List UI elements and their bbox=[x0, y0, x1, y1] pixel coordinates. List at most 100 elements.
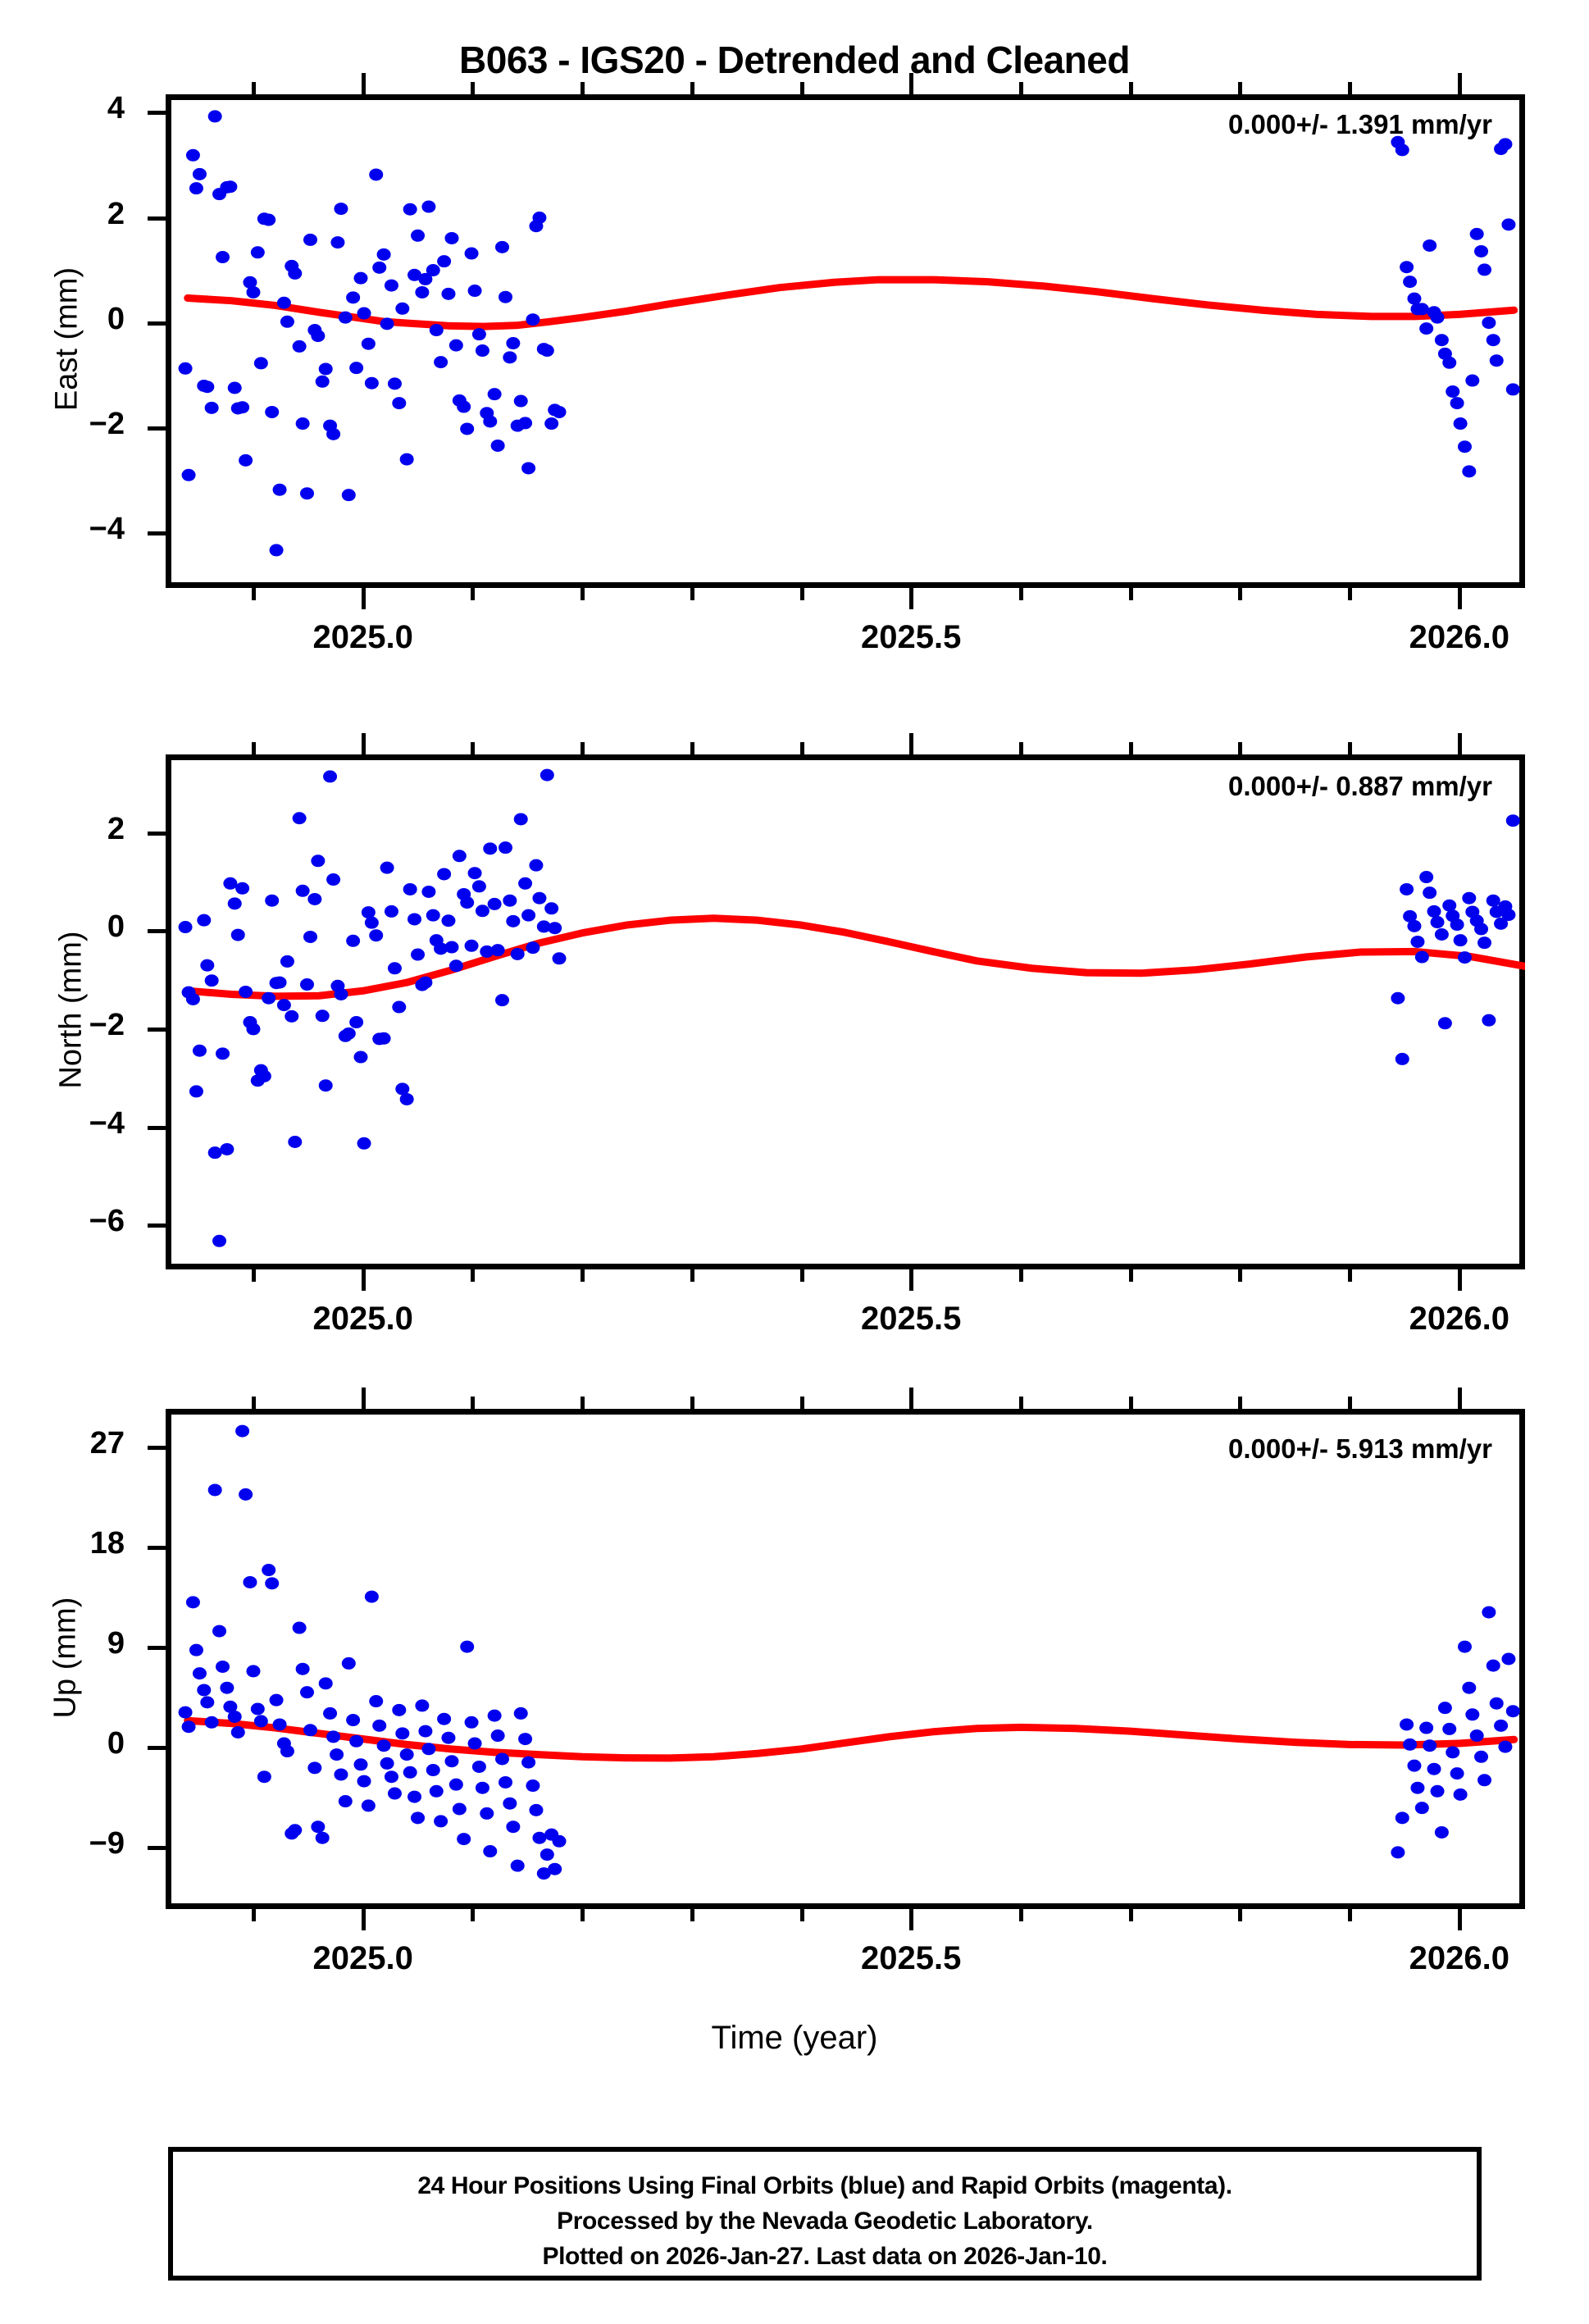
data-point bbox=[269, 544, 284, 557]
data-point bbox=[292, 812, 307, 825]
data-point bbox=[376, 248, 391, 261]
data-point bbox=[1474, 244, 1489, 257]
data-point bbox=[540, 1848, 554, 1861]
up-ytick-label: −9 bbox=[89, 1826, 125, 1861]
data-point bbox=[494, 994, 509, 1007]
up-xtick-major bbox=[361, 1909, 366, 1930]
data-point bbox=[353, 1758, 368, 1771]
data-point bbox=[1477, 1774, 1492, 1787]
data-point bbox=[299, 487, 314, 500]
up-ytick bbox=[148, 1846, 166, 1851]
up-xtick-major-top bbox=[909, 1388, 914, 1409]
data-point bbox=[434, 1815, 448, 1828]
data-point bbox=[265, 405, 280, 418]
data-point bbox=[315, 375, 330, 388]
data-point bbox=[212, 1234, 227, 1247]
data-point bbox=[272, 976, 287, 989]
data-point bbox=[434, 942, 448, 955]
data-point bbox=[392, 1000, 407, 1014]
up-ytick-label: 9 bbox=[107, 1626, 125, 1661]
east-ytick bbox=[148, 111, 166, 116]
data-point bbox=[181, 468, 196, 481]
data-point bbox=[548, 1862, 562, 1875]
data-point bbox=[1486, 1659, 1500, 1672]
data-point bbox=[506, 914, 521, 927]
data-point bbox=[197, 1684, 212, 1697]
data-point bbox=[253, 1715, 268, 1728]
east-xtick-major-top bbox=[909, 73, 914, 94]
data-point bbox=[452, 1802, 467, 1816]
data-point bbox=[483, 1845, 498, 1858]
data-point bbox=[480, 1807, 494, 1820]
data-point bbox=[246, 285, 261, 298]
data-point bbox=[471, 328, 486, 341]
data-point bbox=[1423, 1739, 1437, 1752]
data-point bbox=[490, 439, 505, 452]
east-ytick bbox=[148, 531, 166, 535]
data-point bbox=[315, 1831, 330, 1844]
east-xtick-minor-top bbox=[1238, 82, 1243, 94]
east-xtick-minor bbox=[690, 588, 694, 600]
data-point bbox=[384, 279, 398, 292]
data-point bbox=[499, 841, 512, 854]
data-point bbox=[349, 1734, 364, 1748]
up-scatter-points bbox=[178, 1424, 1520, 1880]
north-xtick-major bbox=[361, 1269, 366, 1291]
data-point bbox=[1403, 276, 1418, 289]
panel-north-frame bbox=[166, 754, 1525, 1269]
north-ytick bbox=[148, 1224, 166, 1228]
data-point bbox=[467, 285, 482, 298]
data-point bbox=[292, 1621, 307, 1634]
data-point bbox=[1482, 1014, 1496, 1027]
data-point bbox=[311, 330, 326, 343]
data-point bbox=[1442, 356, 1457, 369]
data-point bbox=[1462, 891, 1477, 905]
data-point bbox=[513, 1707, 528, 1720]
data-point bbox=[361, 337, 376, 350]
data-point bbox=[552, 405, 567, 418]
north-xtick-label: 2025.5 bbox=[861, 1301, 962, 1337]
east-ytick-label: 2 bbox=[107, 196, 125, 231]
data-point bbox=[318, 1677, 333, 1690]
page-title: B063 - IGS20 - Detrended and Cleaned bbox=[459, 39, 1130, 81]
data-point bbox=[437, 868, 452, 881]
data-point bbox=[227, 381, 242, 394]
panel-north bbox=[166, 754, 1525, 1269]
data-point bbox=[207, 1483, 222, 1497]
data-point bbox=[364, 1590, 379, 1603]
data-point bbox=[536, 920, 551, 933]
data-point bbox=[483, 415, 498, 428]
data-point bbox=[223, 180, 238, 194]
east-xtick-major bbox=[361, 588, 366, 609]
north-xtick-major bbox=[909, 1269, 914, 1291]
data-point bbox=[1419, 1721, 1434, 1734]
data-point bbox=[1446, 1746, 1460, 1759]
data-point bbox=[510, 947, 525, 960]
data-point bbox=[346, 1714, 361, 1727]
data-point bbox=[552, 952, 567, 965]
east-xtick-minor-top bbox=[251, 82, 256, 94]
up-xtick-major-top bbox=[1457, 1388, 1462, 1409]
data-point bbox=[526, 941, 540, 955]
data-point bbox=[403, 882, 417, 895]
data-point bbox=[464, 939, 479, 952]
data-point bbox=[1391, 991, 1405, 1005]
north-xtick-minor bbox=[251, 1269, 256, 1282]
data-point bbox=[189, 182, 203, 195]
data-point bbox=[1407, 919, 1422, 932]
up-xtick-minor-top bbox=[1128, 1397, 1133, 1409]
data-point bbox=[326, 873, 341, 886]
data-point bbox=[444, 1755, 459, 1768]
data-point bbox=[503, 351, 517, 364]
data-point bbox=[338, 311, 353, 324]
data-point bbox=[1430, 916, 1445, 929]
north-xtick-major-top bbox=[909, 733, 914, 754]
data-point bbox=[253, 357, 268, 370]
east-xtick-minor bbox=[1238, 588, 1243, 600]
data-point bbox=[1489, 1697, 1504, 1710]
up-xtick-label: 2025.5 bbox=[861, 1940, 962, 1976]
data-point bbox=[452, 850, 467, 863]
north-xtick-label: 2025.0 bbox=[312, 1301, 413, 1337]
data-point bbox=[285, 1009, 299, 1023]
